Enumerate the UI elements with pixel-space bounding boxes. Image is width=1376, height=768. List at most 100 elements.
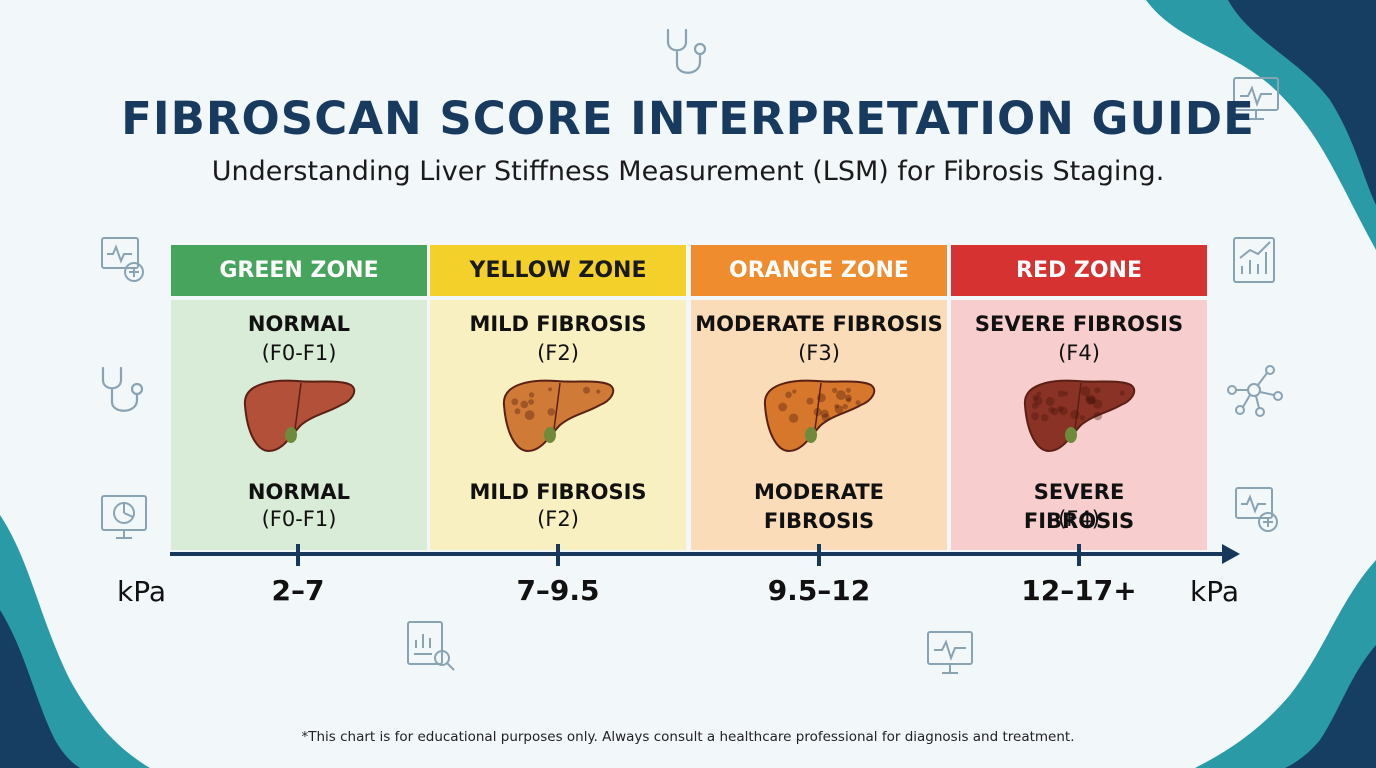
- liver-nodule: [514, 408, 521, 415]
- zone-body: SEVERE FIBROSIS (F4) SEVERE FIBROSIS (F4…: [951, 300, 1207, 550]
- zone-body: MODERATE FIBROSIS (F3) MODERATE FIBROSIS: [691, 300, 947, 550]
- liver-nodule: [1085, 395, 1090, 401]
- range-label: 7–9.5: [516, 574, 600, 607]
- stage-name: SEVERE FIBROSIS: [974, 312, 1184, 336]
- liver-nodule: [548, 387, 553, 392]
- liver-nodule: [1085, 394, 1096, 405]
- stage-code-bottom: (F4): [1058, 507, 1100, 531]
- liver-nodule: [1041, 414, 1049, 422]
- zone-body: MILD FIBROSIS (F2) MILD FIBROSIS (F2): [430, 300, 686, 550]
- liver-nodule: [547, 408, 556, 416]
- medical-doc-icon-2: [1235, 487, 1278, 532]
- footnote: *This chart is for educational purposes …: [301, 729, 1075, 745]
- pie-chart-icon: [101, 495, 147, 539]
- liver-nodule: [1048, 406, 1055, 413]
- liver-nodule: [788, 413, 799, 423]
- liver-nodule: [524, 410, 535, 420]
- liver-nodule: [583, 386, 590, 394]
- stage-code: (F0-F1): [261, 341, 337, 365]
- liver-nodule: [1080, 386, 1091, 397]
- gallbladder: [544, 427, 556, 443]
- stage-code-bottom: (F0-F1): [261, 507, 337, 531]
- gallbladder: [805, 427, 817, 443]
- stage-code: (F4): [1058, 341, 1100, 365]
- monitor-pulse-icon-2: [927, 631, 973, 674]
- molecule-icon: [1227, 365, 1283, 417]
- liver-icon: [243, 379, 356, 453]
- liver-nodule: [845, 394, 852, 402]
- liver-nodule: [1031, 412, 1040, 421]
- stage-name-bottom: MILD FIBROSIS: [469, 480, 647, 504]
- bar-chart-icon: [1233, 237, 1275, 283]
- range-label: 2–7: [271, 574, 325, 607]
- liver-icon: [502, 379, 615, 453]
- liver-nodule: [817, 393, 826, 403]
- liver-nodule: [855, 400, 861, 406]
- liver-nodule: [806, 397, 814, 405]
- stage-name-bottom: SEVERE FIBROSIS: [1023, 480, 1135, 533]
- analysis-icon: [407, 621, 455, 671]
- kpa-axis: [170, 544, 1240, 566]
- gallbladder: [285, 427, 297, 443]
- stage-name-bottom: NORMAL: [247, 480, 351, 504]
- liver-nodule: [1050, 407, 1059, 416]
- liver-nodule: [1036, 391, 1042, 397]
- liver-fissure: [814, 382, 822, 430]
- axis-unit-left: kPa: [117, 575, 166, 608]
- liver-nodule: [845, 387, 851, 393]
- liver-nodule: [511, 398, 519, 406]
- liver-icon: [1023, 379, 1136, 453]
- zone-header: RED ZONE: [951, 245, 1207, 296]
- liver-nodule: [1059, 406, 1068, 416]
- stage-name: MILD FIBROSIS: [469, 312, 647, 336]
- liver-nodule: [834, 405, 844, 414]
- liver-nodule: [528, 392, 535, 398]
- liver-nodule: [1045, 396, 1055, 406]
- liver-nodule: [1033, 396, 1043, 406]
- liver-lobe: [243, 379, 356, 453]
- liver-nodule: [520, 400, 529, 409]
- axis-arrowhead: [1222, 544, 1240, 564]
- page-subtitle: Understanding Liver Stiffness Measuremen…: [211, 156, 1165, 187]
- stage-code-bottom: (F2): [537, 507, 579, 531]
- liver-nodule: [778, 402, 788, 412]
- liver-nodule: [1093, 411, 1103, 421]
- zone-header: YELLOW ZONE: [430, 245, 686, 296]
- liver-fissure: [294, 382, 302, 430]
- liver-nodule: [1094, 387, 1101, 394]
- axis-unit-right: kPa: [1190, 575, 1239, 608]
- page-title: FIBROSCAN SCORE INTERPRETATION GUIDE: [121, 92, 1255, 145]
- liver-nodule: [1088, 396, 1097, 404]
- zone-body: NORMAL (F0-F1) NORMAL (F0-F1): [171, 300, 427, 550]
- stage-name: MODERATE FIBROSIS: [695, 312, 943, 336]
- zone-green: GREEN ZONE NORMAL (F0-F1) NORMAL (F0-F1): [171, 245, 427, 550]
- liver-nodule: [528, 399, 534, 405]
- monitor-pulse-icon: [1233, 77, 1279, 120]
- liver-nodule: [1057, 390, 1065, 398]
- zone-orange: ORANGE ZONE MODERATE FIBROSIS (F3) MODER…: [691, 245, 947, 550]
- liver-nodule: [813, 408, 822, 416]
- zone-red: RED ZONE SEVERE FIBROSIS (F4) SEVERE FIB…: [951, 245, 1207, 550]
- zone-yellow: YELLOW ZONE MILD FIBROSIS (F2) MILD FIBR…: [430, 245, 686, 550]
- liver-nodule: [821, 413, 830, 422]
- stage-code: (F3): [798, 341, 840, 365]
- zone-header: ORANGE ZONE: [691, 245, 947, 296]
- liver-nodule: [1031, 402, 1039, 409]
- stage-code: (F2): [537, 341, 579, 365]
- liver-fissure: [553, 382, 561, 430]
- liver-nodule: [792, 389, 797, 394]
- liver-nodule: [1119, 390, 1125, 396]
- liver-nodule: [785, 391, 792, 399]
- zone-header: GREEN ZONE: [171, 245, 427, 296]
- liver-lobe: [1023, 379, 1136, 453]
- liver-lobe: [502, 379, 615, 453]
- liver-nodule: [1079, 415, 1086, 421]
- stethoscope-icon: [666, 28, 707, 74]
- medical-doc-icon: [101, 237, 144, 282]
- liver-nodule: [836, 390, 846, 400]
- liver-nodule: [1063, 391, 1069, 396]
- liver-nodule: [1070, 410, 1080, 420]
- liver-nodule: [1057, 405, 1064, 412]
- liver-nodule: [834, 403, 839, 409]
